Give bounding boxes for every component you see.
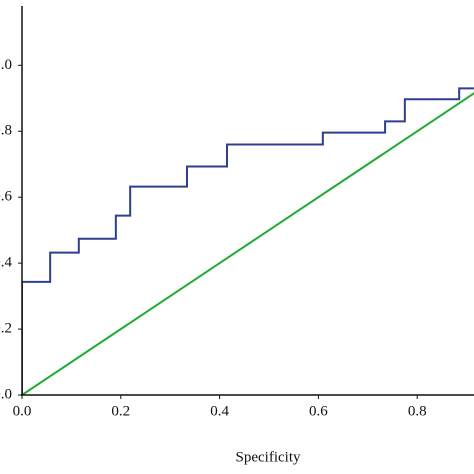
roc-line xyxy=(22,92,474,396)
y-tick-label: 0.6 xyxy=(0,189,13,205)
y-tick-label: 0.0 xyxy=(0,386,12,402)
plot-area xyxy=(22,87,474,396)
x-tick-label: 0.0 xyxy=(13,403,32,419)
y-tick-label: 0.2 xyxy=(0,321,12,337)
roc-line xyxy=(22,87,474,395)
x-tick-label: 0.4 xyxy=(210,403,229,419)
x-tick-label: 0.2 xyxy=(111,403,130,419)
y-tick-label: 0.4 xyxy=(0,255,13,271)
y-tick-label: 1.0 xyxy=(0,57,12,73)
x-tick-label: 0.8 xyxy=(408,403,427,419)
x-tick-label: 0.6 xyxy=(309,403,328,419)
x-axis-label: Specificity xyxy=(236,449,301,465)
y-tick-label: 0.8 xyxy=(0,123,12,139)
